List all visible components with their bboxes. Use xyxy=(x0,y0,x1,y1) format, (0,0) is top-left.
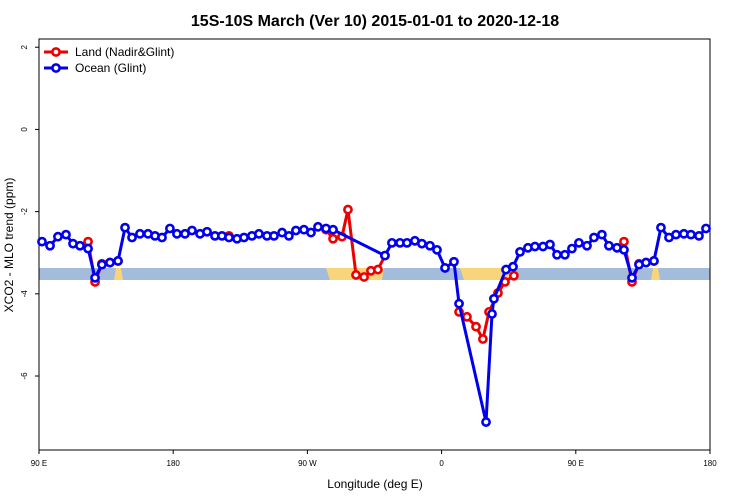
data-point xyxy=(380,250,390,261)
legend-label: Land (Nadir&Glint) xyxy=(75,45,174,59)
data-point xyxy=(509,270,519,281)
data-point xyxy=(694,230,704,241)
data-point xyxy=(478,334,488,344)
data-point xyxy=(135,228,145,239)
legend-marker xyxy=(51,63,61,73)
data-point xyxy=(627,272,637,283)
data-point xyxy=(515,246,525,257)
data-point xyxy=(462,311,472,322)
land-band xyxy=(460,268,514,280)
y-tick-label: 2 xyxy=(20,44,29,49)
data-point xyxy=(589,232,599,243)
data-point xyxy=(127,232,137,243)
data-point xyxy=(75,240,85,251)
data-point xyxy=(454,298,464,309)
data-point xyxy=(187,225,197,236)
data-point xyxy=(604,240,614,251)
series-line xyxy=(41,223,708,423)
data-point xyxy=(284,230,294,241)
data-point xyxy=(508,261,518,272)
land-band xyxy=(651,268,660,280)
data-point xyxy=(387,237,397,248)
data-point xyxy=(481,417,491,427)
x-tick-label: 180 xyxy=(167,459,181,468)
data-point xyxy=(567,243,577,254)
y-tick-label: 0 xyxy=(20,127,29,132)
data-point xyxy=(351,270,361,280)
data-point xyxy=(582,240,592,251)
data-point xyxy=(449,256,459,267)
data-point xyxy=(157,232,167,243)
data-point xyxy=(471,321,481,332)
data-point xyxy=(306,227,316,238)
y-axis-label: XCO2 - MLO trend (ppm) xyxy=(2,178,16,313)
legend-marker xyxy=(51,47,61,57)
data-point xyxy=(440,263,450,273)
data-point xyxy=(701,223,711,234)
x-tick-label: 90 E xyxy=(31,459,47,468)
x-tick-label: 180 xyxy=(703,459,717,468)
data-point xyxy=(328,233,338,244)
data-point xyxy=(641,257,651,268)
data-point xyxy=(105,257,115,268)
data-point xyxy=(45,240,55,251)
x-tick-label: 90 E xyxy=(568,459,584,468)
data-point xyxy=(53,231,63,242)
data-point xyxy=(239,232,249,243)
data-point xyxy=(165,223,175,234)
data-point xyxy=(432,244,442,255)
x-axis-label: Longitude (deg E) xyxy=(327,477,422,491)
data-point xyxy=(596,229,607,240)
data-point xyxy=(269,230,279,241)
data-point xyxy=(172,228,182,239)
data-point xyxy=(649,256,659,266)
data-point xyxy=(254,228,264,239)
data-point xyxy=(37,236,47,247)
data-point xyxy=(402,237,412,248)
data-point xyxy=(97,259,107,270)
data-point xyxy=(545,239,555,250)
data-point xyxy=(574,237,584,248)
data-point xyxy=(487,309,497,319)
data-point xyxy=(373,264,383,275)
data-point xyxy=(619,244,629,255)
data-point xyxy=(224,232,234,243)
data-point xyxy=(686,229,696,240)
data-point xyxy=(90,272,100,283)
data-point xyxy=(552,249,562,260)
chart-title: 15S-10S March (Ver 10) 2015-01-01 to 202… xyxy=(191,13,559,30)
data-point xyxy=(530,241,540,252)
land-band xyxy=(114,268,123,280)
data-point xyxy=(291,225,301,236)
data-point xyxy=(560,249,570,260)
data-point xyxy=(202,226,212,237)
x-tick-label: 90 W xyxy=(298,459,317,468)
legend-label: Ocean (Glint) xyxy=(75,61,146,75)
data-point xyxy=(61,229,71,240)
data-point xyxy=(671,229,681,240)
data-point xyxy=(83,243,93,254)
data-point xyxy=(343,204,353,215)
data-point xyxy=(359,272,369,282)
y-tick-label: -4 xyxy=(20,290,29,298)
data-point xyxy=(656,222,666,233)
x-tick-label: 0 xyxy=(439,459,444,468)
series xyxy=(37,221,711,427)
data-point xyxy=(489,293,499,304)
data-point xyxy=(417,238,427,249)
y-tick-label: -6 xyxy=(20,372,29,380)
y-tick-label: -2 xyxy=(20,208,29,216)
data-point xyxy=(425,240,435,251)
data-point xyxy=(313,221,323,232)
data-point xyxy=(328,224,338,235)
data-point xyxy=(120,222,130,233)
data-point xyxy=(619,236,629,247)
data-point xyxy=(113,256,123,266)
